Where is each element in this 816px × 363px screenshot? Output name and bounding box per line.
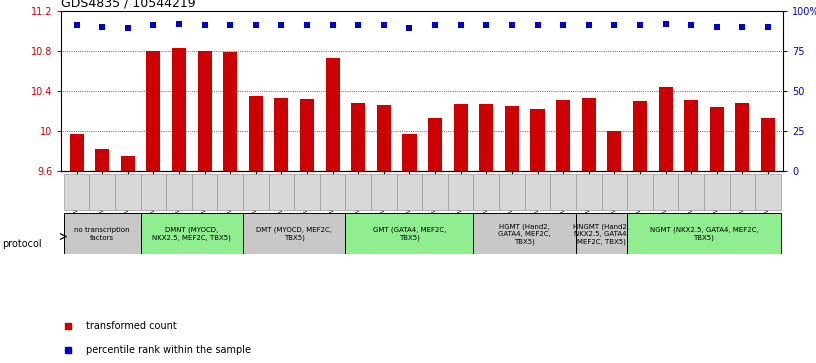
FancyBboxPatch shape [550, 174, 576, 210]
FancyBboxPatch shape [345, 213, 473, 254]
Text: no transcription
factors: no transcription factors [74, 227, 130, 241]
Text: transformed count: transformed count [86, 321, 177, 331]
FancyBboxPatch shape [704, 174, 730, 210]
Text: percentile rank within the sample: percentile rank within the sample [86, 345, 251, 355]
FancyBboxPatch shape [653, 174, 678, 210]
FancyBboxPatch shape [525, 174, 550, 210]
FancyBboxPatch shape [268, 174, 295, 210]
Bar [95, 148, 109, 171]
FancyBboxPatch shape [473, 213, 576, 254]
FancyBboxPatch shape [755, 174, 781, 210]
Bar [223, 52, 237, 171]
FancyBboxPatch shape [499, 174, 525, 210]
FancyBboxPatch shape [192, 174, 217, 210]
Bar [633, 101, 647, 171]
FancyBboxPatch shape [64, 174, 90, 210]
Bar [684, 100, 698, 171]
Bar [735, 103, 749, 171]
Text: DMNT (MYOCD,
NKX2.5, MEF2C, TBX5): DMNT (MYOCD, NKX2.5, MEF2C, TBX5) [153, 227, 231, 241]
FancyBboxPatch shape [576, 213, 628, 254]
FancyBboxPatch shape [320, 174, 345, 210]
Text: GMT (GATA4, MEF2C,
TBX5): GMT (GATA4, MEF2C, TBX5) [373, 227, 446, 241]
Bar [761, 118, 775, 171]
Bar [121, 156, 135, 171]
FancyBboxPatch shape [678, 174, 704, 210]
Bar [146, 51, 161, 171]
FancyBboxPatch shape [295, 174, 320, 210]
Text: NGMT (NKX2.5, GATA4, MEF2C,
TBX5): NGMT (NKX2.5, GATA4, MEF2C, TBX5) [650, 227, 758, 241]
FancyBboxPatch shape [628, 213, 781, 254]
Text: HNGMT (Hand2,
NKX2.5, GATA4,
MEF2C, TBX5): HNGMT (Hand2, NKX2.5, GATA4, MEF2C, TBX5… [574, 223, 630, 245]
FancyBboxPatch shape [345, 174, 371, 210]
FancyBboxPatch shape [473, 174, 499, 210]
FancyBboxPatch shape [217, 174, 243, 210]
Bar [710, 107, 724, 171]
FancyBboxPatch shape [115, 174, 140, 210]
Text: DMT (MYOCD, MEF2C,
TBX5): DMT (MYOCD, MEF2C, TBX5) [256, 227, 332, 241]
Bar [454, 104, 468, 171]
Bar [377, 105, 391, 171]
FancyBboxPatch shape [371, 174, 397, 210]
Bar [274, 98, 289, 171]
Bar [556, 100, 570, 171]
FancyBboxPatch shape [423, 174, 448, 210]
FancyBboxPatch shape [64, 213, 140, 254]
Text: HGMT (Hand2,
GATA4, MEF2C,
TBX5): HGMT (Hand2, GATA4, MEF2C, TBX5) [499, 223, 551, 245]
FancyBboxPatch shape [448, 174, 473, 210]
Bar [479, 104, 494, 171]
FancyBboxPatch shape [166, 174, 192, 210]
Bar [402, 134, 416, 171]
Bar [326, 58, 339, 171]
Bar [530, 109, 544, 171]
Bar [249, 96, 263, 171]
FancyBboxPatch shape [243, 213, 345, 254]
Text: GDS4835 / 10544219: GDS4835 / 10544219 [61, 0, 196, 10]
FancyBboxPatch shape [730, 174, 755, 210]
Bar [582, 98, 596, 171]
Bar [197, 51, 211, 171]
Bar [659, 87, 672, 171]
FancyBboxPatch shape [601, 174, 628, 210]
Text: protocol: protocol [2, 239, 42, 249]
Bar [505, 106, 519, 171]
Bar [69, 134, 83, 171]
Bar [607, 131, 622, 171]
Bar [300, 99, 314, 171]
FancyBboxPatch shape [90, 174, 115, 210]
Bar [428, 118, 442, 171]
FancyBboxPatch shape [628, 174, 653, 210]
Bar [172, 48, 186, 171]
FancyBboxPatch shape [576, 174, 601, 210]
FancyBboxPatch shape [140, 213, 243, 254]
FancyBboxPatch shape [397, 174, 423, 210]
Bar [351, 103, 366, 171]
FancyBboxPatch shape [140, 174, 166, 210]
FancyBboxPatch shape [243, 174, 268, 210]
